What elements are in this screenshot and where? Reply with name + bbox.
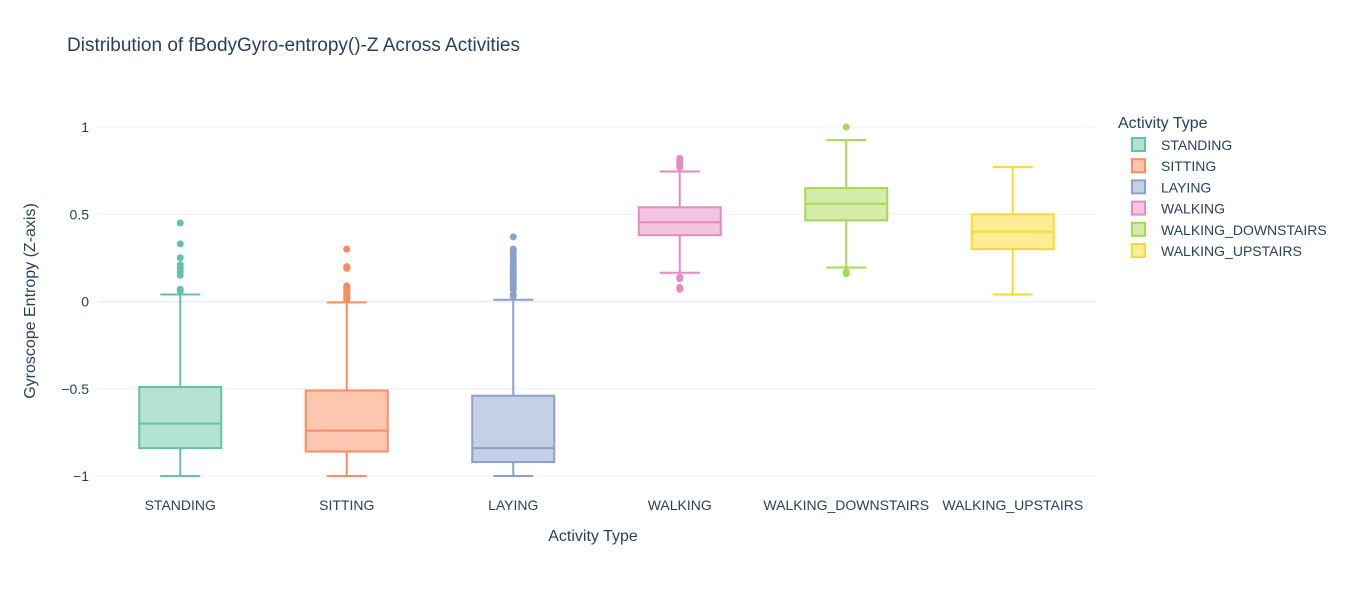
grid-lines	[97, 126, 1096, 477]
y-tick-label: 0	[81, 294, 89, 310]
x-tick-label: WALKING_UPSTAIRS	[942, 497, 1083, 513]
legend-label: WALKING_DOWNSTAIRS	[1161, 222, 1327, 238]
x-tick-label: SITTING	[319, 497, 374, 513]
legend-swatch	[1131, 221, 1146, 237]
x-tick-label: STANDING	[145, 497, 216, 513]
legend-item: WALKING_UPSTAIRS	[1131, 243, 1302, 259]
x-tick-label: WALKING	[648, 497, 712, 513]
outlier-point	[676, 285, 684, 293]
outlier-point	[509, 285, 517, 293]
y-tick-label: −0.5	[61, 381, 89, 397]
legend-label: WALKING_UPSTAIRS	[1161, 243, 1302, 259]
outlier-point	[509, 292, 517, 300]
legend-swatch	[1131, 243, 1146, 258]
outlier-point	[176, 219, 184, 227]
legend-item: STANDING	[1131, 137, 1232, 153]
box-walking-downstairs	[804, 123, 889, 278]
legend-swatch	[1131, 179, 1146, 195]
legend: Activity Type STANDING SITTING LAYING WALKI…	[1118, 115, 1327, 259]
legend-item: LAYING	[1131, 179, 1211, 195]
y-axis-title: Gyroscope Entropy (Z-axis)	[22, 203, 39, 399]
box-laying	[471, 233, 556, 477]
outlier-point	[176, 287, 184, 295]
chart-title: Distribution of fBodyGyro-entropy()-Z Ac…	[67, 35, 520, 56]
legend-item: SITTING	[1131, 158, 1216, 174]
box-sitting	[304, 245, 389, 477]
y-tick-label: −1	[73, 468, 89, 484]
box-walking	[637, 154, 722, 293]
outlier-point	[676, 163, 684, 171]
outlier-point	[343, 296, 351, 304]
x-tick-label: WALKING_DOWNSTAIRS	[763, 497, 929, 513]
box-standing	[138, 219, 223, 477]
outlier-point	[676, 275, 684, 283]
x-axis-title: Activity Type	[548, 528, 638, 545]
legend-title: Activity Type	[1118, 115, 1208, 132]
outlier-point	[343, 264, 351, 272]
legend-swatch	[1131, 158, 1146, 174]
legend-item: WALKING	[1131, 200, 1225, 217]
outlier-point	[176, 254, 184, 262]
box-walking-upstairs	[970, 166, 1055, 296]
x-tick-label: LAYING	[488, 497, 538, 513]
iqr-box	[138, 386, 223, 450]
y-tick-label: 1	[81, 119, 89, 135]
legend-label: LAYING	[1161, 179, 1211, 195]
iqr-box	[304, 389, 389, 453]
legend-label: WALKING	[1161, 201, 1225, 217]
y-tick-labels: 1 0.5 0 −0.5 −1	[61, 119, 89, 484]
legend-label: STANDING	[1161, 137, 1232, 153]
legend-label: SITTING	[1161, 158, 1216, 174]
legend-swatch	[1131, 200, 1146, 216]
iqr-box	[471, 394, 556, 464]
outlier-point	[176, 271, 184, 279]
outlier-point	[842, 270, 850, 278]
outlier-point	[176, 240, 184, 248]
x-tick-labels: STANDING SITTING LAYING WALKING WALKING_DOWN…	[145, 497, 1084, 513]
legend-swatch	[1131, 137, 1146, 152]
outlier-point	[343, 245, 351, 253]
outlier-point	[509, 233, 517, 241]
y-tick-label: 0.5	[70, 206, 90, 222]
box-series	[138, 123, 1055, 477]
legend-item: WALKING_DOWNSTAIRS	[1131, 221, 1327, 238]
outlier-point	[842, 123, 850, 131]
